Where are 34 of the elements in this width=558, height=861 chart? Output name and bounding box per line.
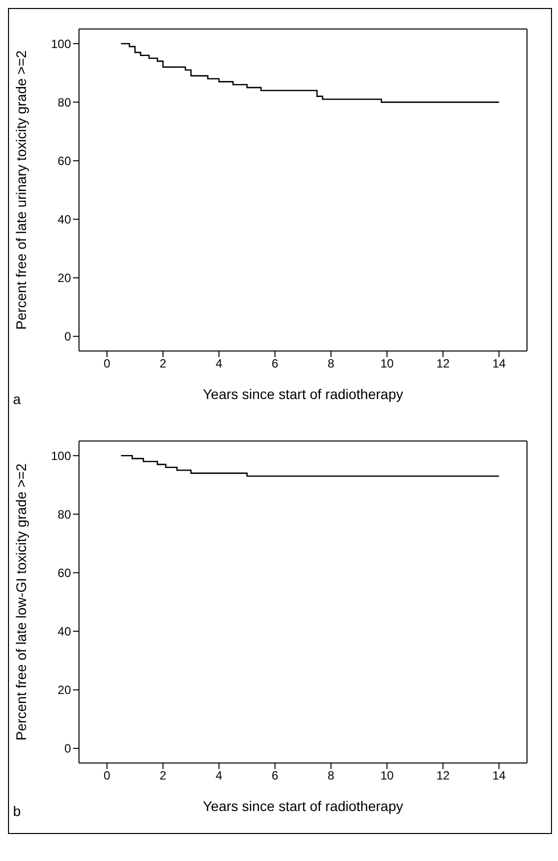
y-tick-label: 80: [58, 507, 72, 522]
x-tick-label: 6: [272, 768, 279, 783]
x-tick-label: 2: [160, 768, 167, 783]
y-tick-label: 40: [58, 624, 72, 639]
x-tick-label: 8: [328, 356, 335, 371]
y-tick-label: 0: [64, 742, 72, 756]
y-axis-title: Percent free of late low-GI toxicity grade >=2: [12, 463, 29, 741]
x-tick-label: 12: [436, 356, 450, 371]
x-tick-label: 8: [328, 768, 335, 783]
x-tick-label: 14: [492, 356, 506, 371]
y-tick-label: 100: [50, 448, 72, 463]
x-tick-label: 14: [492, 768, 506, 783]
x-tick-label: 2: [160, 356, 167, 371]
y-tick-label: 80: [58, 95, 72, 110]
x-axis-title: Years since start of radiotherapy: [202, 798, 404, 814]
x-tick-label: 4: [216, 768, 223, 783]
text: b: [13, 803, 21, 819]
y-tick-label: 60: [58, 154, 72, 168]
x-tick-label: 6: [272, 356, 279, 371]
y-tick-label: 40: [58, 212, 72, 227]
x-tick-label: 4: [216, 356, 223, 371]
x-tick-label: 10: [380, 768, 394, 783]
y-tick-label: 20: [58, 271, 72, 286]
y-axis-title: Percent free of late urinary toxicity grade >=2: [12, 50, 29, 330]
y-tick-label: 0: [64, 330, 72, 344]
y-tick-label: 100: [50, 36, 72, 51]
x-axis-title: Years since start of radiotherapy: [202, 386, 404, 402]
x-tick-label: 0: [104, 768, 111, 783]
x-tick-label: 10: [380, 356, 394, 371]
y-tick-label: 60: [58, 566, 72, 580]
x-tick-label: 12: [436, 768, 450, 783]
y-tick-label: 20: [58, 683, 72, 698]
x-tick-label: 0: [104, 356, 111, 371]
text: a: [13, 391, 21, 407]
